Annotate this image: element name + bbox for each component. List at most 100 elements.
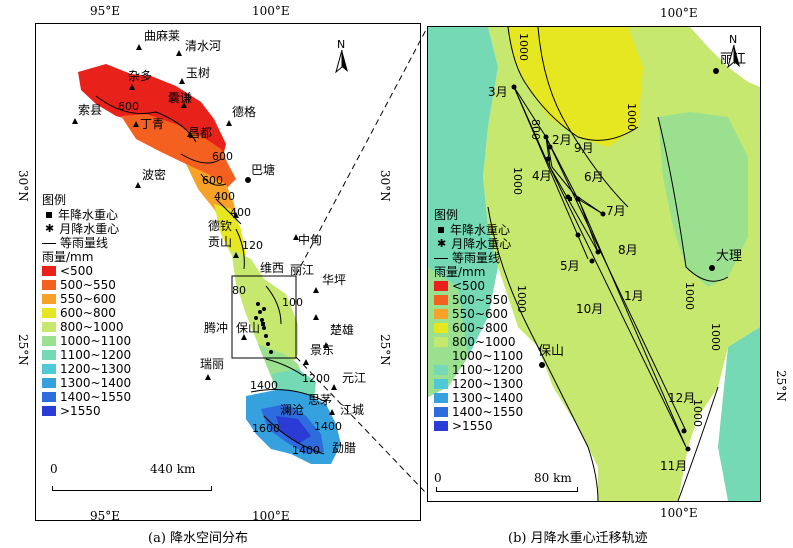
- legend-class-item: 500~550: [42, 278, 131, 292]
- tick-top: 95°E: [90, 4, 121, 18]
- legend-b: 图例 年降水重心 ✱ 月降水重心 等雨量线 雨量/mm <500 500~550 55…: [434, 207, 523, 433]
- place-label: 勐腊: [332, 441, 357, 455]
- isoline-label: 1400: [250, 379, 278, 392]
- north-arrow-a: N: [332, 38, 352, 74]
- isolines-b: [487, 27, 729, 501]
- site-marker: [713, 68, 719, 74]
- legend-class-item: >1550: [434, 419, 523, 433]
- tick-left: 25°N: [16, 334, 30, 366]
- region-pale: [658, 112, 748, 287]
- isoline-label: 400: [230, 206, 251, 219]
- place-label: 保山: [236, 321, 261, 335]
- legend: 图例 年降水重心 ✱ 月降水重心 等雨量线 雨量/mm <500 500~550 55…: [42, 192, 131, 418]
- place-label: 楚雄: [330, 323, 355, 337]
- legend-class-label: 600~800: [60, 306, 116, 320]
- legend-title: 图例: [434, 208, 459, 222]
- legend-monthly: ✱ 月降水重心: [45, 222, 120, 236]
- legend-class-item: <500: [434, 279, 523, 293]
- month-label: 9月: [574, 141, 594, 155]
- legend-class-item: 800~1000: [42, 320, 131, 334]
- legend-class-label: 1400~1550: [60, 390, 132, 404]
- legend-swatch: [434, 295, 448, 305]
- region-right-teal: [718, 327, 760, 501]
- legend-unit: 雨量/mm: [42, 250, 94, 264]
- place-label: 贡山: [208, 235, 233, 249]
- legend-class-item: 800~1000: [434, 335, 523, 349]
- legend-class-item: 1000~1100: [434, 349, 523, 363]
- legend-class-item: 1000~1100: [42, 334, 131, 348]
- place-label: 维西: [260, 261, 285, 275]
- month-label: 6月: [584, 170, 604, 184]
- place-label: 江城: [340, 403, 365, 417]
- tick-right: 25°N: [774, 370, 788, 402]
- month-label: 5月: [560, 259, 580, 273]
- isoline-label: 600: [118, 100, 139, 113]
- place-label: 杂多: [128, 69, 153, 83]
- legend-class-label: 550~600: [60, 292, 116, 306]
- site-marker: [539, 362, 545, 368]
- isoline-label: 120: [242, 239, 263, 252]
- tick-bottom: 100°E: [252, 509, 290, 523]
- month-label: 8月: [618, 243, 638, 257]
- legend-swatch: [434, 421, 448, 431]
- place-label: 德钦: [208, 219, 233, 233]
- legend-class-label: <500: [452, 279, 485, 293]
- isoline-label: 1000: [691, 399, 704, 427]
- legend-swatch: [42, 406, 56, 416]
- isoline-label: 1000: [709, 323, 722, 351]
- legend-class-item: >1550: [42, 404, 131, 418]
- place-label: 巴塘: [251, 163, 276, 177]
- legend-class-item: 600~800: [42, 306, 131, 320]
- legend-title: 图例: [42, 193, 67, 207]
- legend-swatch: [42, 364, 56, 374]
- legend-swatch: [42, 336, 56, 346]
- tick-left: 30°N: [16, 170, 30, 202]
- legend-swatch: [42, 266, 56, 276]
- legend-class-label: 600~800: [452, 321, 508, 335]
- north-arrow-b: N: [724, 33, 744, 69]
- legend-class-label: 1100~1200: [60, 348, 132, 362]
- legend-swatch: [434, 351, 448, 361]
- legend-class-label: 500~550: [60, 278, 116, 292]
- isoline-label: 1000: [683, 282, 696, 310]
- legend-annual: 年降水重心: [434, 223, 523, 237]
- legend-class-label: >1550: [60, 404, 101, 418]
- place-label: 澜沧: [280, 403, 305, 417]
- isoline-label: 400: [214, 190, 235, 203]
- legend-class-item: 1300~1400: [434, 391, 523, 405]
- legend-swatch: [434, 365, 448, 375]
- legend-class-label: 1200~1300: [60, 362, 132, 376]
- isoline-label: 800: [529, 119, 542, 140]
- place-label: 囊谦: [168, 91, 193, 105]
- legend-class-label: 500~550: [452, 293, 508, 307]
- legend-class-label: >1550: [452, 419, 493, 433]
- isoline-label: 1600: [252, 422, 280, 435]
- legend-class-label: 1300~1400: [60, 376, 132, 390]
- isoline-label: 1400: [314, 420, 342, 433]
- legend-swatch: [434, 393, 448, 403]
- panel-b-map: 丽江 大理 保山 3月 2月 9月 4月 6月 7月 8月 5月 1月 10月 …: [427, 26, 761, 502]
- legend-swatch: [42, 322, 56, 332]
- legend-class-item: 550~600: [42, 292, 131, 306]
- legend-class-item: 500~550: [434, 293, 523, 307]
- legend-swatch: [42, 308, 56, 318]
- scale-bar-b: 0 80 km: [434, 471, 594, 499]
- legend-class-item: 1200~1300: [434, 377, 523, 391]
- place-label: 清水河: [185, 39, 222, 53]
- legend-isoline: 等雨量线: [434, 251, 523, 265]
- place-label: 丁青: [140, 117, 165, 131]
- panel-b-svg: [428, 27, 760, 501]
- place-label: 丽江: [290, 263, 315, 277]
- legend-swatch: [42, 378, 56, 388]
- legend-isoline: 等雨量线: [42, 236, 131, 250]
- legend-class-item: 600~800: [434, 321, 523, 335]
- legend-class-item: 1300~1400: [42, 376, 131, 390]
- legend-unit: 雨量/mm: [434, 265, 486, 279]
- legend-swatch: [434, 281, 448, 291]
- site-marker: [709, 265, 715, 271]
- tick-top: 100°E: [660, 6, 698, 20]
- place-label: 景东: [310, 343, 335, 357]
- month-label: 11月: [660, 459, 688, 473]
- legend-class-item: 1200~1300: [42, 362, 131, 376]
- month-label: 12月: [668, 391, 696, 405]
